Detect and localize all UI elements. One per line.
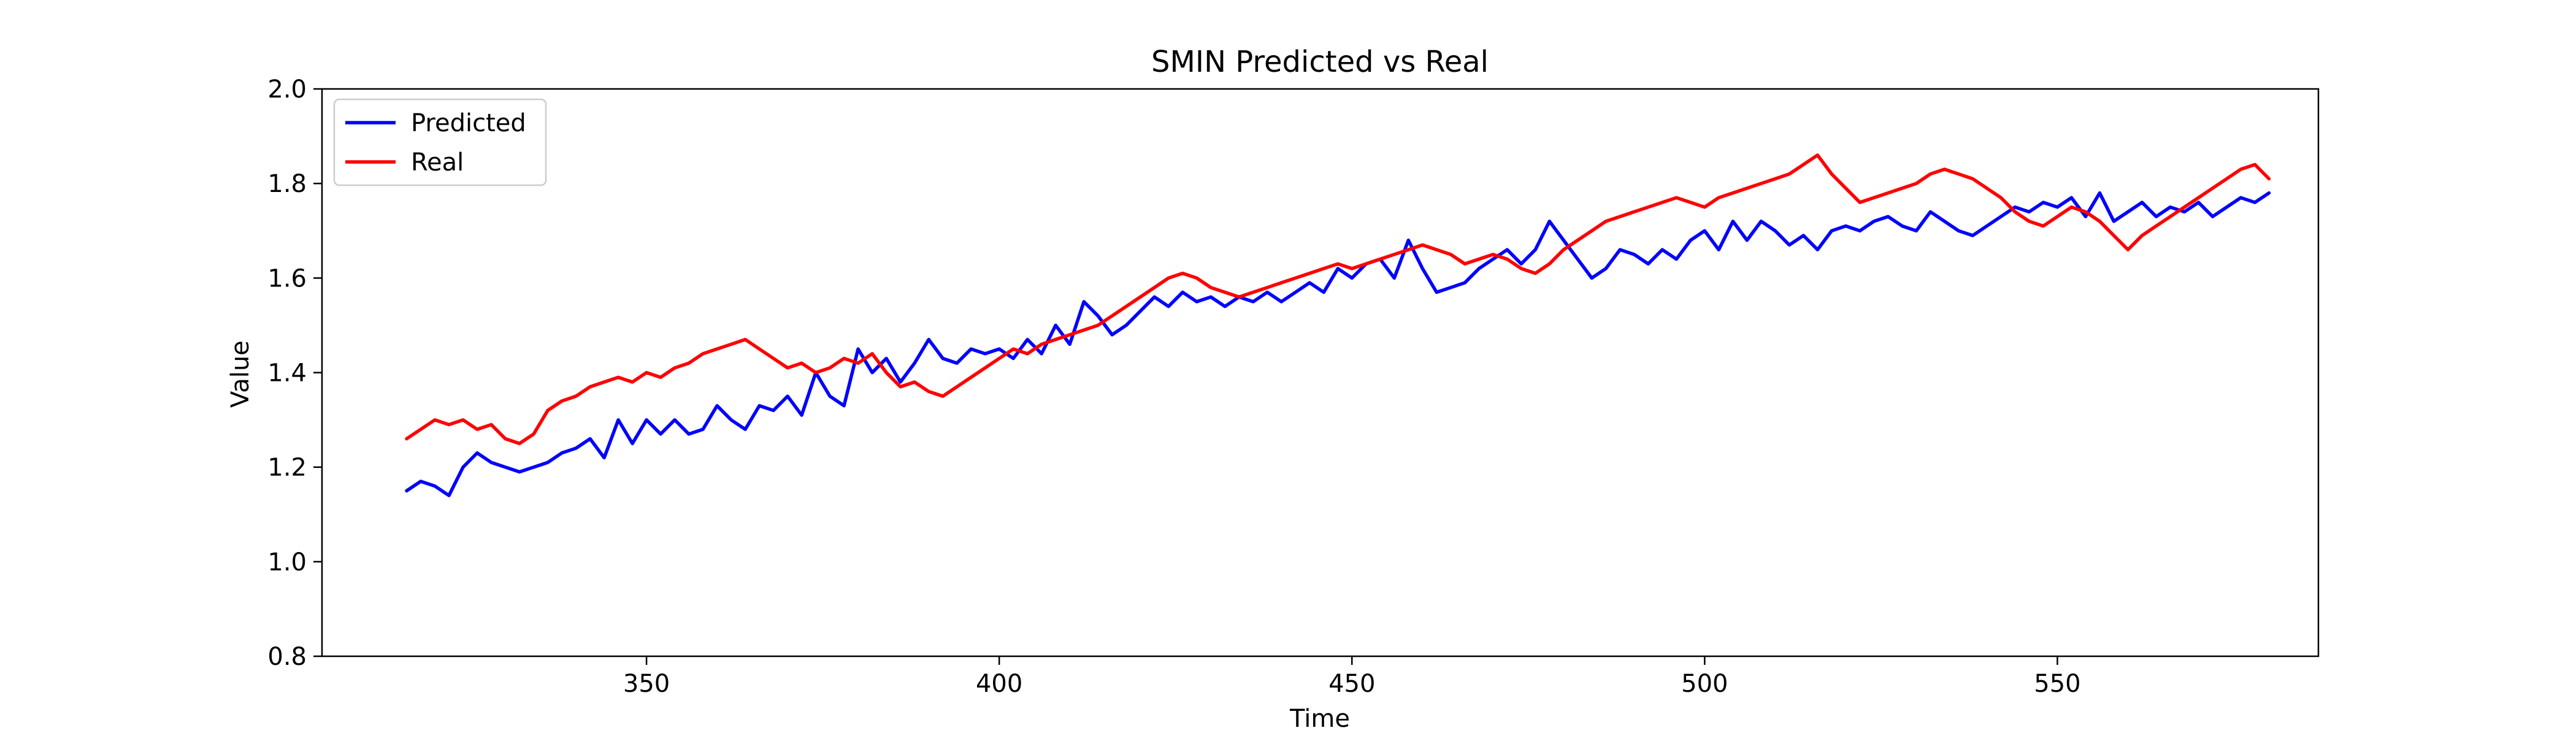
x-tick-label: 350 (623, 670, 670, 698)
series-line-predicted (405, 191, 2271, 497)
x-axis: 350 400 450 500 550 (623, 656, 2081, 698)
y-tick-label: 0.8 (267, 643, 307, 671)
legend-label-predicted: Predicted (411, 109, 526, 137)
legend-label-real: Real (411, 148, 464, 177)
y-tick-label: 1.0 (267, 548, 307, 577)
x-tick-label: 550 (2034, 670, 2080, 698)
y-tick-label: 2.0 (267, 75, 307, 104)
y-tick-label: 1.4 (267, 359, 307, 388)
series-line-real (405, 153, 2271, 445)
y-tick-label: 1.6 (267, 264, 307, 293)
y-axis: 0.8 1.0 1.2 1.4 1.6 1.8 2.0 (267, 75, 322, 671)
y-tick-label: 1.8 (267, 170, 307, 198)
x-axis-label: Time (1289, 705, 1350, 733)
chart-title: SMIN Predicted vs Real (1151, 45, 1489, 79)
x-tick-label: 400 (976, 670, 1022, 698)
legend-box (333, 98, 547, 186)
x-tick-label: 450 (1328, 670, 1375, 698)
x-tick-label: 500 (1681, 670, 1728, 698)
y-tick-label: 1.2 (267, 454, 307, 482)
y-axis-label: Value (226, 340, 255, 408)
legend: Predicted Real (333, 98, 547, 186)
